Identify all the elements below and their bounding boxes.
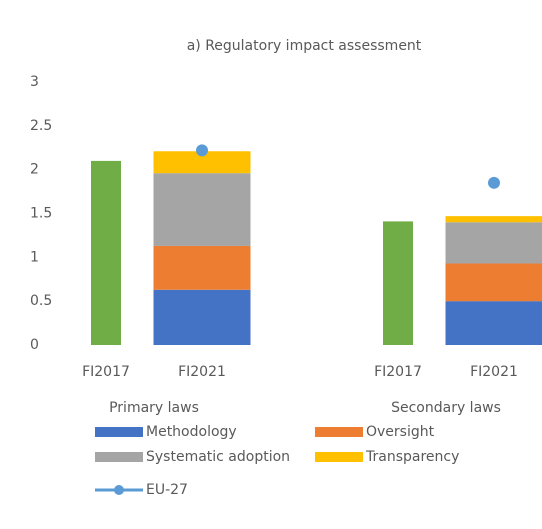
x-tick-label: FI2021 [470, 364, 518, 380]
bar-segment [91, 160, 121, 345]
eu-marker [488, 176, 500, 189]
y-tick-label: 0.5 [30, 293, 52, 309]
legend-label: Transparency [365, 449, 459, 465]
y-tick-label: 2.5 [30, 118, 52, 134]
y-tick-label: 1.5 [30, 206, 52, 222]
legend-label: Systematic adoption [146, 449, 290, 465]
bar-segment [383, 221, 413, 345]
legend-label: EU-27 [146, 482, 188, 498]
x-tick-label: FI2017 [374, 364, 422, 380]
legend-swatch [95, 427, 143, 437]
group-label: Secondary laws [391, 400, 501, 416]
y-tick-label: 0 [30, 337, 39, 353]
bar-segment [445, 222, 542, 264]
bar-segment [445, 263, 542, 302]
legend-swatch [315, 427, 363, 437]
bar-segment [153, 245, 251, 290]
legend-swatch [315, 452, 363, 462]
y-tick-label: 3 [30, 74, 39, 90]
y-tick-label: 2 [30, 162, 39, 178]
eu-marker [196, 144, 208, 157]
bar-segment [445, 216, 542, 223]
group-label: Primary laws [109, 400, 199, 416]
bar-segment [153, 151, 251, 174]
legend-swatch [95, 452, 143, 462]
bar-segment [153, 289, 251, 345]
x-tick-label: FI2021 [178, 364, 226, 380]
bar-segment [153, 173, 251, 246]
y-tick-label: 1 [30, 249, 39, 265]
legend-label: Oversight [366, 424, 435, 440]
legend-label: Methodology [146, 424, 237, 440]
x-tick-label: FI2017 [82, 364, 130, 380]
chart-title: a) Regulatory impact assessment [187, 38, 422, 54]
bar-segment [445, 301, 542, 345]
legend-marker [114, 485, 124, 495]
